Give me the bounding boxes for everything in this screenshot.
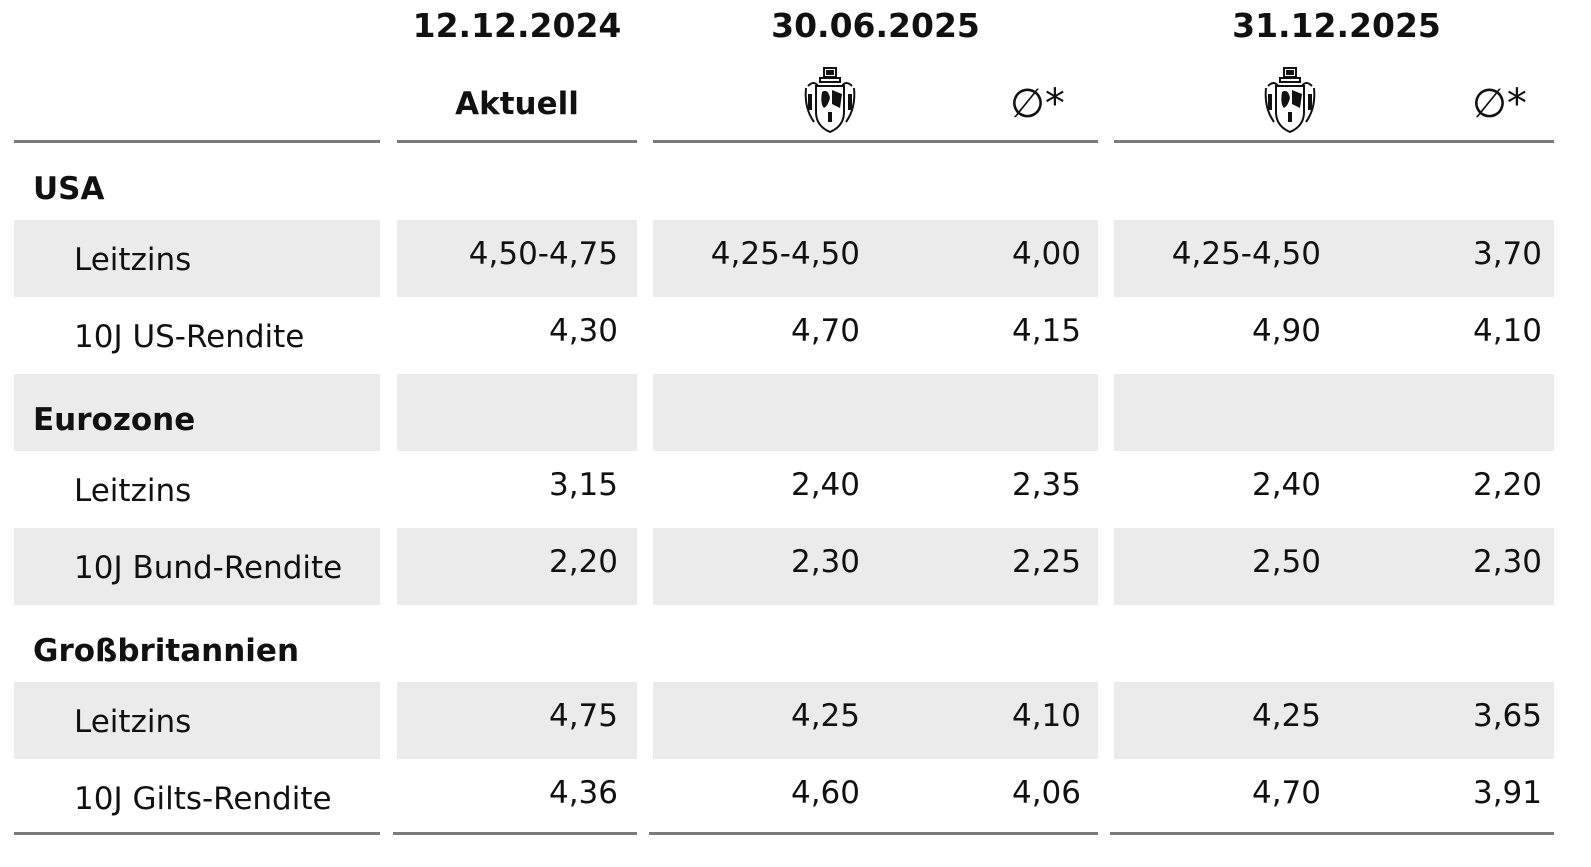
section-heading: USA <box>33 171 105 207</box>
value-cell: 3,65 <box>1472 698 1542 734</box>
header-divider <box>1114 140 1554 143</box>
date-header-current: 12.12.2024 <box>412 6 622 45</box>
value-cell: 3,91 <box>1472 775 1542 811</box>
value-cell: 4,10 <box>1472 313 1542 349</box>
row-shading <box>397 220 637 297</box>
value-cell: 2,35 <box>1011 467 1081 503</box>
value-cell: 4,15 <box>1011 313 1081 349</box>
row-shading <box>397 374 637 451</box>
value-cell: 2,40 <box>790 467 860 503</box>
value-cell: 4,36 <box>548 775 618 811</box>
row-label: Leitzins <box>74 704 192 740</box>
value-cell: 4,30 <box>548 313 618 349</box>
row-shading <box>653 682 1098 759</box>
current-label: Aktuell <box>455 86 579 122</box>
row-label: 10J Bund-Rendite <box>74 550 343 586</box>
value-cell: 4,25-4,50 <box>710 236 860 272</box>
row-shading <box>397 682 637 759</box>
value-cell: 4,75 <box>548 698 618 734</box>
value-cell: 3,70 <box>1472 236 1542 272</box>
row-shading <box>14 528 380 605</box>
average-label-end-2025: ∅* <box>1472 81 1527 127</box>
row-shading <box>14 374 380 451</box>
average-label-mid-2025: ∅* <box>1010 81 1065 127</box>
value-cell: 4,50-4,75 <box>468 236 618 272</box>
row-label: 10J Gilts-Rendite <box>74 781 332 817</box>
value-cell: 2,20 <box>548 544 618 580</box>
row-label: 10J US-Rendite <box>74 319 305 355</box>
row-shading <box>397 528 637 605</box>
header-divider <box>653 140 1098 143</box>
header-divider <box>14 140 380 143</box>
value-cell: 4,25 <box>1251 698 1321 734</box>
footer-divider <box>1110 832 1554 835</box>
value-cell: 4,25 <box>790 698 860 734</box>
row-shading <box>1114 374 1554 451</box>
value-cell: 2,30 <box>1472 544 1542 580</box>
footer-divider <box>393 832 637 835</box>
value-cell: 2,30 <box>790 544 860 580</box>
value-cell: 4,90 <box>1251 313 1321 349</box>
row-shading <box>1114 682 1554 759</box>
value-cell: 2,20 <box>1472 467 1542 503</box>
section-heading: Eurozone <box>33 402 196 438</box>
row-shading <box>14 220 380 297</box>
row-label: Leitzins <box>74 473 192 509</box>
row-label: Leitzins <box>74 242 192 278</box>
value-cell: 2,25 <box>1011 544 1081 580</box>
date-header-mid-2025: 30.06.2025 <box>771 6 980 45</box>
value-cell: 4,00 <box>1011 236 1081 272</box>
row-shading <box>653 374 1098 451</box>
value-cell: 4,06 <box>1011 775 1081 811</box>
footer-divider <box>649 832 1098 835</box>
row-shading <box>653 528 1098 605</box>
value-cell: 4,25-4,50 <box>1171 236 1321 272</box>
value-cell: 4,70 <box>790 313 860 349</box>
coat-of-arms-icon <box>1264 67 1316 134</box>
value-cell: 4,60 <box>790 775 860 811</box>
section-heading: Großbritannien <box>33 633 300 669</box>
row-shading <box>653 220 1098 297</box>
footer-divider <box>14 832 380 835</box>
value-cell: 4,70 <box>1251 775 1321 811</box>
value-cell: 3,15 <box>548 467 618 503</box>
row-shading <box>1114 220 1554 297</box>
row-shading <box>1114 528 1554 605</box>
header-divider <box>397 140 637 143</box>
row-shading <box>14 682 380 759</box>
value-cell: 2,40 <box>1251 467 1321 503</box>
value-cell: 4,10 <box>1011 698 1081 734</box>
coat-of-arms-icon <box>804 67 856 134</box>
value-cell: 2,50 <box>1251 544 1321 580</box>
date-header-end-2025: 31.12.2025 <box>1232 6 1441 45</box>
